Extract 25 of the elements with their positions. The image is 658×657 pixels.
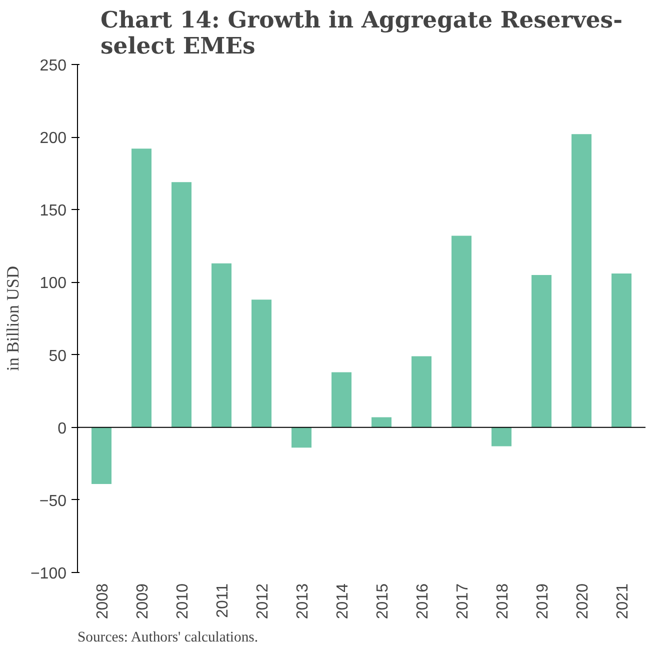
x-tick-label: 2011 <box>214 583 232 618</box>
y-tick-label: 250 <box>40 58 67 74</box>
x-tick-label: 2014 <box>334 583 352 620</box>
y-tick-label: 50 <box>48 348 67 365</box>
x-tick-label: 2008 <box>94 583 112 620</box>
y-tick-label: −100 <box>30 566 67 582</box>
y-tick-label: −50 <box>39 492 67 510</box>
x-tick-label: 2010 <box>174 583 192 620</box>
x-tick-label: 2009 <box>134 583 152 620</box>
y-axis-title: in Billion USD <box>3 266 22 371</box>
x-tick-label: 2020 <box>574 583 592 620</box>
x-tick-label: 2018 <box>494 583 512 620</box>
y-tick-label: 100 <box>40 275 67 292</box>
y-tick-label: 150 <box>40 202 67 220</box>
source-note: Sources: Authors' calculations. <box>78 630 258 646</box>
x-tick-label: 2012 <box>254 583 272 620</box>
x-tick-label: 2013 <box>294 583 312 620</box>
x-tick-label: 2019 <box>534 583 552 620</box>
x-tick-label: 2017 <box>454 583 472 620</box>
x-tick-label: 2016 <box>414 583 432 620</box>
x-tick-label: 2015 <box>374 583 392 620</box>
y-tick-label: 200 <box>40 130 67 148</box>
x-tick-label: 2021 <box>614 583 632 620</box>
y-tick-label: 0 <box>58 420 67 438</box>
chart-title: Chart 14: Growth in Aggregate Reserves- select EMEs <box>100 8 622 60</box>
